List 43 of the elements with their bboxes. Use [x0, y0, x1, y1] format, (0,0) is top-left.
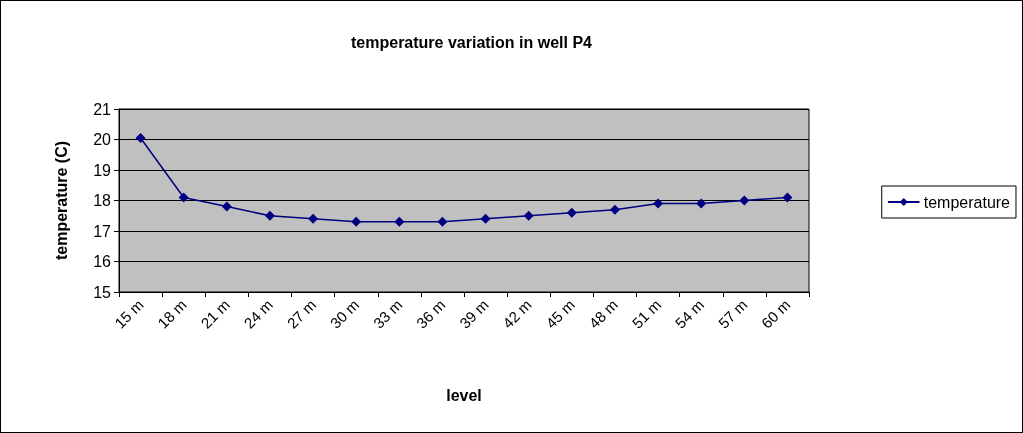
point: [308, 213, 319, 224]
x-tick-label: 21 m: [197, 295, 233, 332]
point: [221, 201, 232, 212]
y-tick-label: 17: [93, 222, 112, 240]
point: [782, 192, 793, 203]
point: [264, 210, 275, 221]
y-axis-title: temperature (C): [52, 140, 70, 261]
x-axis-title: level: [446, 386, 482, 404]
x-tick-label: 60 m: [757, 295, 794, 332]
x-tick-label: 42 m: [499, 295, 535, 332]
point: [696, 198, 707, 209]
legend-label: temperature: [923, 193, 1011, 211]
point: [437, 216, 448, 227]
x-tick-label: 57 m: [714, 295, 751, 332]
x-tick-label: 48 m: [585, 295, 621, 332]
point: [135, 132, 146, 143]
x-tick-label: 18 m: [154, 295, 190, 332]
x-tick-label: 33 m: [369, 295, 406, 332]
point: [566, 207, 577, 218]
point: [480, 213, 491, 224]
y-tick-label: 16: [93, 253, 112, 270]
x-tick-label: 27 m: [283, 295, 320, 332]
point: [178, 192, 189, 203]
x-tick-label: 51 m: [628, 295, 665, 332]
x-tick-label: 36 m: [412, 295, 449, 332]
x-tick-label: 45 m: [542, 295, 578, 332]
point: [394, 216, 405, 227]
point: [523, 210, 534, 221]
y-tick-label: 20: [93, 131, 112, 148]
point: [739, 195, 750, 206]
x-tick-label: 30 m: [326, 295, 363, 332]
y-tick-label: 15: [93, 283, 112, 301]
y-tick-label: 19: [93, 161, 112, 179]
x-tick-label: 24 m: [240, 295, 276, 332]
point: [609, 204, 620, 215]
point: [653, 198, 664, 209]
point: [351, 216, 362, 227]
x-tick-label: 15 m: [111, 295, 147, 332]
y-tick-label: 21: [93, 100, 112, 118]
x-tick-label: 54 m: [671, 295, 708, 332]
x-tick-label: 39 m: [456, 295, 492, 332]
y-tick-label: 18: [93, 192, 112, 209]
chart-title: temperature variation in well P4: [351, 33, 593, 51]
